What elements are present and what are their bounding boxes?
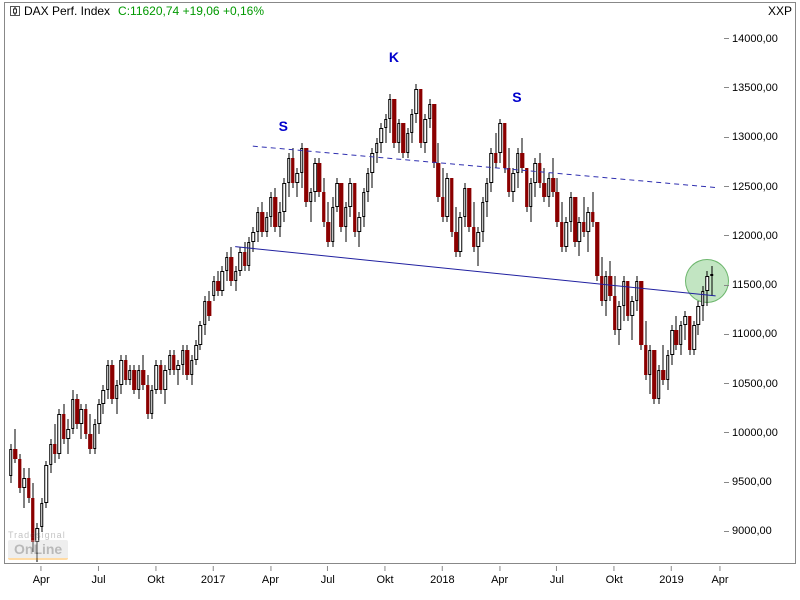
pattern-label: S [279,118,288,134]
x-tick: Okt [376,566,393,586]
x-tick: 2018 [430,566,454,586]
x-tick: Jul [550,566,564,586]
x-tick: Apr [33,566,50,586]
x-tick: Okt [606,566,623,586]
y-axis: 9000,00 9500,00 10000,00 10500,00 11000,00 11… [724,20,794,562]
y-tick: 13000,00 [724,131,794,143]
y-tick: 12500,00 [724,181,794,193]
chart-title: DAX Perf. Index [24,4,110,18]
pattern-label: S [512,89,521,105]
y-tick: 11500,00 [724,279,794,291]
trendlines [6,20,720,562]
y-tick: 9000,00 [724,525,794,537]
x-tick: 2019 [659,566,683,586]
y-tick: 13500,00 [724,82,794,94]
x-tick: Jul [321,566,335,586]
x-tick: Apr [711,566,728,586]
chart-header: DAX Perf. Index C:11620,74 +19,06 +0,16% [10,4,264,18]
x-axis: AprJulOkt2017AprJulOkt2018AprJulOkt2019A… [6,566,720,598]
watermark-logo: Tradesignal OnLine [8,530,68,560]
y-tick: 14000,00 [724,33,794,45]
y-tick: 10500,00 [724,378,794,390]
x-tick: Apr [491,566,508,586]
symbol-label: XXP [768,4,792,18]
x-tick: Jul [92,566,106,586]
y-tick: 12000,00 [724,230,794,242]
x-tick: Apr [262,566,279,586]
y-tick: 10000,00 [724,427,794,439]
candlestick-icon [10,6,20,16]
y-tick: 9500,00 [724,476,794,488]
plot-area[interactable]: S K S [6,20,720,562]
y-tick: 11000,00 [724,328,794,340]
x-tick: 2017 [201,566,225,586]
x-tick: Okt [147,566,164,586]
chart-last-price: C:11620,74 +19,06 +0,16% [118,4,264,18]
pattern-label: K [389,49,399,65]
